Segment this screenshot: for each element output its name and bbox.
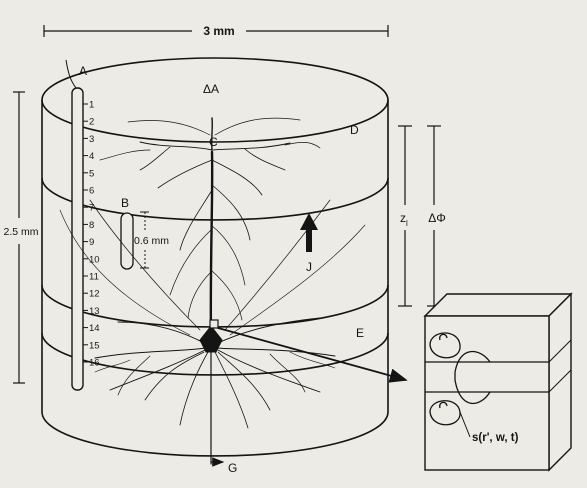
cylinder-bottom-rim bbox=[41, 411, 389, 457]
source-label: s(r', w, t) bbox=[472, 432, 519, 444]
width-label: 3 mm bbox=[203, 24, 234, 38]
contact-number: 8 bbox=[89, 220, 94, 231]
width-dimension bbox=[43, 25, 389, 37]
label-f: F bbox=[204, 332, 211, 346]
label-g: G bbox=[228, 461, 237, 475]
current-arrow bbox=[300, 213, 318, 252]
layer-boundary-1 bbox=[41, 177, 389, 221]
label-c: C bbox=[209, 135, 218, 149]
height-dimension bbox=[13, 91, 25, 384]
height-label: 2.5 mm bbox=[3, 226, 38, 238]
contact-number: 2 bbox=[89, 117, 94, 128]
potential-symbol: ΔΦ bbox=[428, 211, 446, 225]
electrode-b bbox=[120, 211, 149, 270]
label-d: D bbox=[350, 123, 359, 137]
cylinder bbox=[41, 57, 389, 457]
contact-number: 1 bbox=[89, 100, 94, 111]
label-b: B bbox=[121, 196, 129, 210]
label-e: E bbox=[356, 326, 364, 340]
contact-number: 3 bbox=[89, 134, 94, 145]
contact-number: 12 bbox=[89, 289, 100, 300]
contact-number: 5 bbox=[89, 168, 94, 179]
label-a: A bbox=[79, 64, 87, 78]
layer-boundary-3 bbox=[41, 332, 389, 376]
spacing-label: 0.6 mm bbox=[134, 235, 169, 247]
source-pointer bbox=[459, 411, 471, 438]
contact-number: 9 bbox=[89, 237, 94, 248]
area-symbol: ΔA bbox=[203, 82, 219, 96]
contact-number: 11 bbox=[89, 272, 99, 283]
contact-number: 16 bbox=[89, 358, 100, 369]
contact-number: 7 bbox=[89, 203, 94, 214]
electrode bbox=[65, 59, 84, 391]
contact-number: 15 bbox=[89, 340, 100, 351]
contact-number: 4 bbox=[89, 151, 94, 162]
zoom-cube bbox=[423, 292, 573, 472]
contact-number: 6 bbox=[89, 186, 94, 197]
cube-content bbox=[425, 332, 572, 426]
contact-number: 13 bbox=[89, 306, 100, 317]
zoom-arrow bbox=[217, 327, 408, 383]
depth-bracket bbox=[398, 125, 441, 307]
pyramidal-neuron bbox=[59, 117, 366, 465]
contact-number: 10 bbox=[89, 254, 100, 265]
current-label: J bbox=[306, 260, 312, 274]
contact-number: 14 bbox=[89, 323, 100, 334]
source-element-marker bbox=[209, 319, 219, 329]
depth-symbol: zl bbox=[400, 211, 408, 228]
